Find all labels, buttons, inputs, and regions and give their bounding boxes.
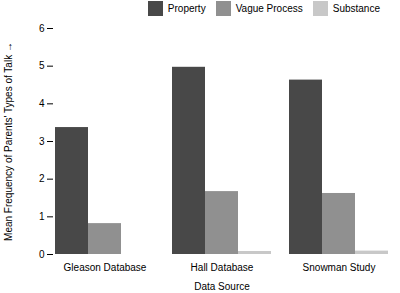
svg-text:Data Source: Data Source [194,281,250,292]
svg-text:1: 1 [39,211,45,222]
svg-text:3: 3 [39,136,45,147]
svg-text:4: 4 [39,98,45,109]
svg-text:2: 2 [39,173,45,184]
svg-text:Gleason Database: Gleason Database [64,262,147,273]
html-text:Vague Process: Vague Process [235,3,303,14]
html-text:Substance: Substance [332,3,380,14]
svg-text:Snowman Study: Snowman Study [303,262,376,273]
svg-text:5: 5 [39,60,45,71]
svg-text:Mean Frequency of Parents' Typ: Mean Frequency of Parents' Types of Talk… [3,42,14,241]
svg-text:6: 6 [39,23,45,34]
html-text:Property: Property [167,3,206,14]
svg-text:Hall Database: Hall Database [191,262,254,273]
svg-text:0: 0 [39,249,45,260]
